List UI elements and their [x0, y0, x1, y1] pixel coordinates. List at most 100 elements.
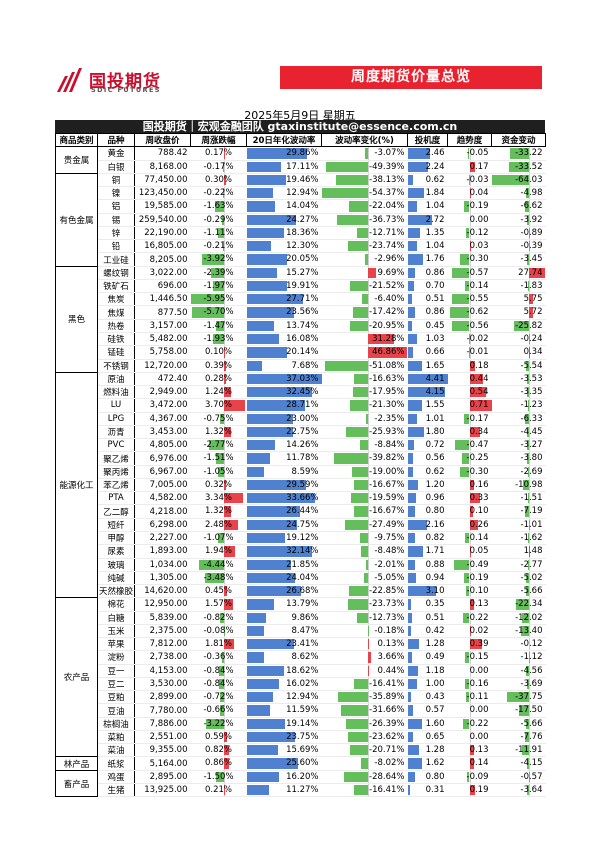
chg-value: -0.22%: [203, 188, 234, 199]
vchg-zero-line: [367, 505, 369, 518]
team-contact: 国投期货｜宏观金融团队 gtaxinstitute@essence.com.cn: [55, 120, 545, 133]
table-row: 焦炭 1,446.50 -5.95% 27.71% -6.40% 0.51 -0.55 5.7…: [56, 292, 546, 307]
chg-cell: -0.22%: [190, 186, 247, 201]
spec-value: 0.42: [425, 625, 445, 636]
trend-value: 0.16: [469, 479, 489, 490]
vchg-zero-line: [367, 425, 369, 438]
close-price: 1,034.00: [134, 558, 191, 572]
chg-zero-line: [224, 412, 226, 425]
table-row: 纯碱 1,305.00 -3.48% 24.04% -5.05% 0.94 -0.19 -5.…: [56, 571, 546, 586]
trend-bar: [464, 678, 470, 690]
table-row: 黑色 螺纹钢 3,022.00 -2.39% 15.27% 9.69% 0.86 -0.57 2…: [55, 265, 546, 373]
vol-value: 8.62%: [291, 652, 319, 663]
fund-zero-line: [529, 624, 531, 637]
fund-bar: [522, 612, 530, 623]
trend-value: -0.14: [466, 280, 489, 291]
fund-bar: [525, 360, 530, 371]
chg-cell: -0.84%: [190, 677, 247, 692]
vol-bar: [246, 493, 315, 504]
vchg-value: -8.48%: [374, 546, 405, 557]
chg-cell: 1.32%: [190, 425, 247, 440]
table-row: 白银 8,168.00 -0.17% 17.11% -49.39% 2.24 0.17 -33…: [56, 160, 546, 174]
col-vol-change: 波动率变化(%): [321, 132, 408, 148]
vchg-zero-line: [367, 226, 369, 239]
table-row: 甲醇 2,227.00 -1.07% 19.12% -9.75% 0.82 -0.14 -1.…: [56, 531, 546, 546]
trend-bar: [469, 360, 476, 371]
trend-zero-line: [469, 465, 471, 478]
trend-cell: 0.00: [447, 664, 492, 678]
vchg-value: -19.59%: [369, 493, 405, 504]
vol-value: 19.46%: [286, 174, 319, 185]
col-product: 品种: [97, 132, 135, 148]
chg-bar: [213, 280, 225, 292]
spec-bar: [407, 625, 412, 637]
spec-value: 1.65: [425, 360, 445, 371]
spec-cell: 1.04: [407, 199, 448, 214]
trend-value: 0.26: [469, 519, 489, 530]
fund-cell: -3.35: [491, 385, 546, 400]
spec-value: 0.82: [425, 532, 445, 543]
spec-bar: [407, 731, 414, 743]
spec-bar: [407, 758, 423, 769]
chg-value: -0.84%: [203, 665, 234, 676]
chg-value: 0.28%: [204, 373, 232, 384]
trend-bar: [463, 572, 470, 584]
product-name: 焦炭: [97, 292, 135, 307]
vchg-cell: -2.35%: [321, 412, 408, 426]
table-row: 白糖 5,839.00 -0.82% 9.86% -12.73% 0.51 -0.22 -12…: [56, 611, 546, 625]
fund-bar: [526, 214, 530, 225]
chg-bar: [204, 572, 225, 584]
vol-bar: [246, 705, 270, 716]
vchg-value: -23.62%: [369, 731, 405, 742]
col-volatility: 20日年化波动率: [246, 132, 322, 148]
spec-value: 1.55: [425, 400, 445, 411]
trend-zero-line: [469, 452, 471, 465]
product-name: 玉米: [97, 624, 135, 639]
close-price: 1,446.50: [134, 292, 191, 307]
vol-value: 15.27%: [286, 267, 319, 278]
fund-cell: -0.57: [491, 769, 546, 785]
product-name: 工业硅: [97, 252, 135, 267]
trend-cell: 0.34: [447, 425, 492, 440]
trend-cell: -0.19: [447, 199, 492, 214]
vol-bar: [246, 466, 264, 477]
chg-value: 0.32%: [204, 479, 232, 490]
vol-value: 24.75%: [286, 519, 319, 530]
fund-cell: -4.15: [491, 756, 546, 771]
chg-value: -0.21%: [203, 241, 234, 252]
trend-value: -0.05: [466, 148, 489, 159]
vol-value: 37.03%: [286, 373, 319, 384]
vchg-bar: [353, 307, 368, 318]
vchg-value: -25.93%: [369, 426, 405, 437]
vchg-cell: -9.75%: [321, 531, 408, 546]
vchg-cell: -12.73%: [321, 611, 408, 625]
vchg-value: 31.28%: [372, 333, 405, 344]
chg-cell: 0.45%: [190, 584, 247, 599]
vol-value: 24.04%: [286, 572, 319, 583]
spec-value: 0.56: [425, 453, 445, 464]
fund-bar: [526, 453, 530, 464]
trend-zero-line: [469, 213, 471, 226]
vchg-cell: 31.28%: [321, 332, 408, 347]
fund-cell: -22.34: [491, 597, 546, 612]
chg-bar: [208, 440, 225, 451]
chg-cell: -1.51%: [190, 451, 247, 466]
vchg-zero-line: [367, 147, 369, 160]
vol-bar: [246, 241, 272, 252]
vol-cell: 24.27%: [246, 213, 322, 227]
vol-value: 22.75%: [286, 426, 319, 437]
close-price: 13,925.00: [134, 783, 191, 798]
chg-zero-line: [224, 571, 226, 584]
table-row: 生猪 13,925.00 0.21% 11.27% -16.41% 0.31 0.19 -3.…: [56, 783, 546, 798]
chg-value: -1.93%: [203, 333, 234, 344]
fund-bar: [506, 692, 530, 703]
trend-bar: [469, 639, 482, 650]
product-name: 原油: [97, 371, 135, 387]
vol-value: 12.30%: [286, 241, 319, 252]
fund-value: -5.02: [520, 572, 543, 583]
close-price: 6,967.00: [134, 465, 191, 479]
vol-value: 26.44%: [286, 506, 319, 517]
chg-cell: -0.08%: [190, 624, 247, 639]
fund-value: -1.83: [520, 280, 543, 291]
col-category: 商品类别: [55, 132, 98, 148]
